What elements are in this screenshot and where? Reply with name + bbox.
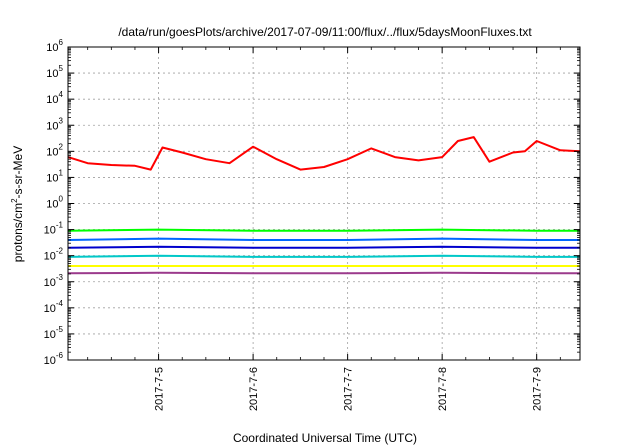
y-axis-label-suffix: -s-sr-MeV	[11, 146, 25, 199]
series-layer	[67, 136, 581, 275]
y-tick-exponent: 2	[59, 142, 64, 151]
y-tick-label: 10-3	[44, 273, 64, 289]
y-tick-exponent: 1	[59, 168, 64, 177]
y-tick-base: 10	[46, 172, 58, 184]
x-axis-label: Coordinated Universal Time (UTC)	[233, 431, 417, 445]
y-tick-exponent: -1	[56, 221, 64, 230]
y-tick-base: 10	[44, 251, 56, 263]
x-tick-label: 2017-7-6	[248, 367, 260, 411]
y-tick-exponent: 3	[59, 116, 64, 125]
y-tick-label: 102	[46, 142, 63, 158]
y-tick-base: 10	[46, 68, 58, 80]
y-tick-base: 10	[44, 329, 56, 341]
y-tick-exponent: 4	[59, 90, 64, 99]
series-3-line	[67, 237, 580, 241]
y-tick-exponent: 6	[59, 38, 64, 47]
y-tick-exponent: 5	[59, 64, 64, 73]
series-1-line	[67, 136, 581, 171]
y-tick-base: 10	[46, 120, 58, 132]
y-tick-label: 10-2	[44, 247, 64, 263]
y-tick-label: 101	[46, 168, 63, 184]
y-tick-base: 10	[44, 277, 56, 289]
y-axis-label-main: protons/cm	[11, 203, 25, 262]
x-tick-labels: 2017-7-5 2017-7-6 2017-7-7 2017-7-8 2017-7-9	[154, 367, 544, 411]
y-tick-exponent: -2	[56, 247, 64, 256]
y-tick-exponent: -6	[56, 351, 64, 360]
y-tick-base: 10	[46, 94, 58, 106]
y-tick-base: 10	[46, 146, 58, 158]
y-tick-label: 10-6	[44, 351, 64, 367]
y-axis-label-superscript: 2	[10, 198, 19, 203]
y-tick-base: 10	[44, 355, 56, 367]
grid	[68, 47, 580, 360]
y-tick-label: 10-4	[44, 299, 64, 315]
y-tick-exponent: -5	[56, 325, 64, 334]
series-7-line	[67, 271, 580, 275]
y-tick-label: 10-1	[44, 221, 64, 237]
y-tick-label: 103	[46, 116, 63, 132]
y-tick-exponent: -3	[56, 273, 64, 282]
x-tick-label: 2017-7-8	[437, 367, 449, 411]
ticks	[68, 46, 580, 361]
y-tick-base: 10	[44, 303, 56, 315]
series-5-line	[67, 254, 580, 258]
y-tick-labels: 10-610-510-410-310-210-11001011021031041…	[44, 38, 64, 367]
y-axis-label: protons/cm2-s-sr-MeV	[10, 146, 25, 262]
x-tick-label: 2017-7-7	[343, 367, 355, 411]
y-tick-label: 106	[46, 38, 63, 54]
y-tick-label: 10-5	[44, 325, 64, 341]
x-tick-label: 2017-7-9	[532, 367, 544, 411]
y-tick-label: 105	[46, 64, 63, 80]
y-tick-exponent: 0	[59, 195, 64, 204]
y-tick-base: 10	[46, 42, 58, 54]
y-tick-base: 10	[44, 225, 56, 237]
series-2-line	[67, 228, 580, 232]
y-tick-base: 10	[46, 199, 58, 211]
y-tick-label: 100	[46, 195, 63, 211]
chart-title: /data/run/goesPlots/archive/2017-07-09/1…	[118, 25, 532, 39]
y-tick-label: 104	[46, 90, 63, 106]
y-tick-exponent: -4	[56, 299, 64, 308]
series-4-line	[67, 245, 580, 249]
x-tick-label: 2017-7-5	[154, 367, 166, 411]
